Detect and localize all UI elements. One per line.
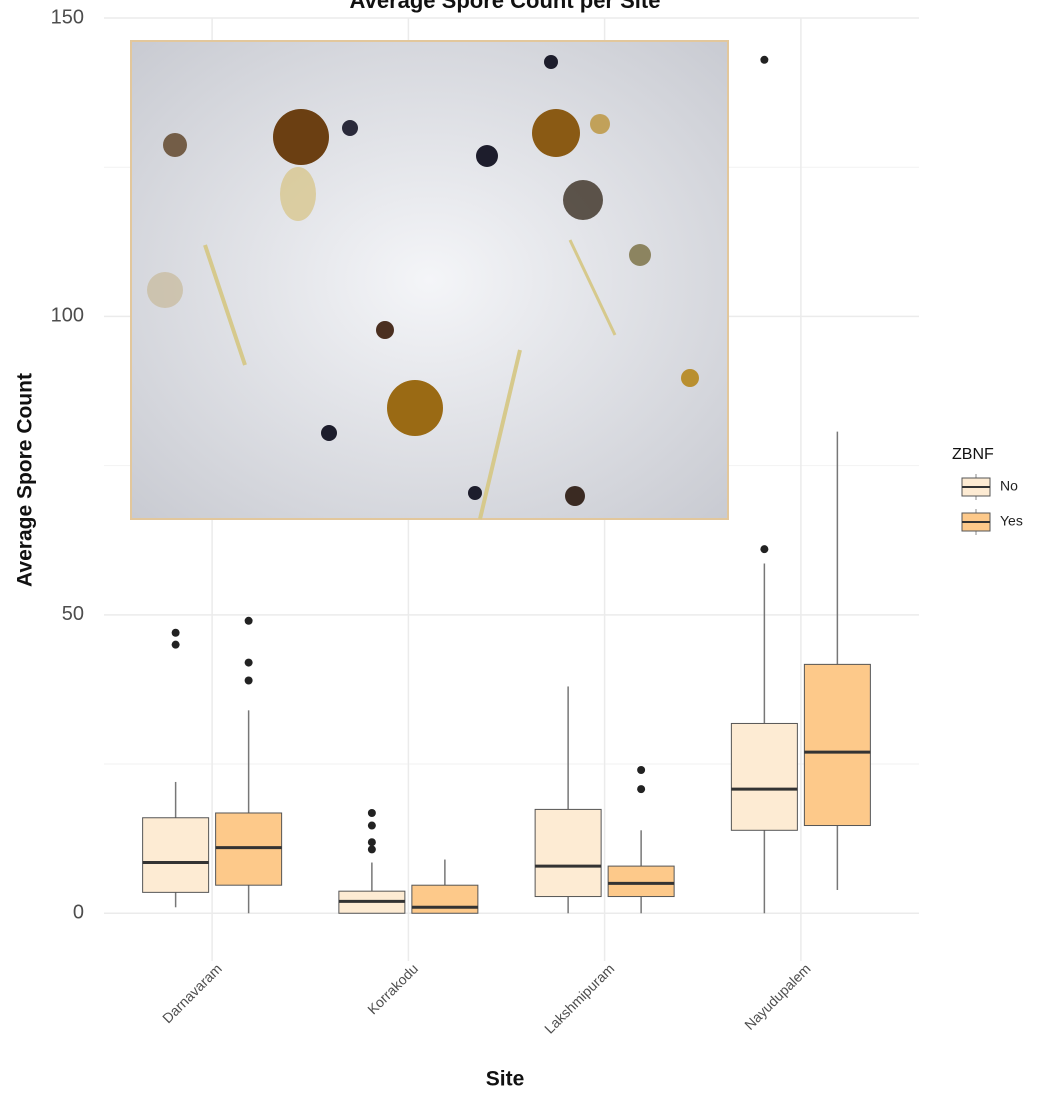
x-tick-label: Korrakodu [364, 960, 421, 1017]
outlier [760, 545, 768, 553]
outlier [368, 822, 376, 830]
x-tick-label: Darnavaram [159, 960, 225, 1026]
outlier [245, 617, 253, 625]
box [535, 809, 601, 896]
y-tick-label: 50 [62, 603, 84, 625]
y-tick-label: 100 [51, 305, 84, 327]
y-axis-title: Average Spore Count [14, 373, 37, 587]
chart-title: Average Spore Count per Site [350, 0, 661, 13]
outlier [368, 838, 376, 846]
x-tick-label: Nayudupalem [741, 960, 813, 1032]
outlier [368, 845, 376, 853]
outlier [245, 659, 253, 667]
y-tick-label: 0 [73, 902, 84, 924]
legend-label: Yes [1000, 513, 1023, 529]
legend-label: No [1000, 478, 1018, 494]
legend-title: ZBNF [952, 446, 994, 463]
outlier [172, 641, 180, 649]
inset-photo [131, 41, 728, 519]
box [412, 885, 478, 913]
outlier [245, 676, 253, 684]
box [608, 866, 674, 896]
x-axis-title: Site [486, 1068, 525, 1091]
chart: Average Spore Count per Site Average Spo… [0, 0, 1037, 1096]
y-tick-label: 150 [51, 6, 84, 28]
outlier [172, 629, 180, 637]
x-tick-label: Lakshmipuram [541, 960, 617, 1036]
outlier [637, 766, 645, 774]
box [731, 723, 797, 830]
box [143, 818, 209, 893]
outlier [368, 809, 376, 817]
box [804, 664, 870, 825]
outlier [637, 785, 645, 793]
outlier [760, 56, 768, 64]
